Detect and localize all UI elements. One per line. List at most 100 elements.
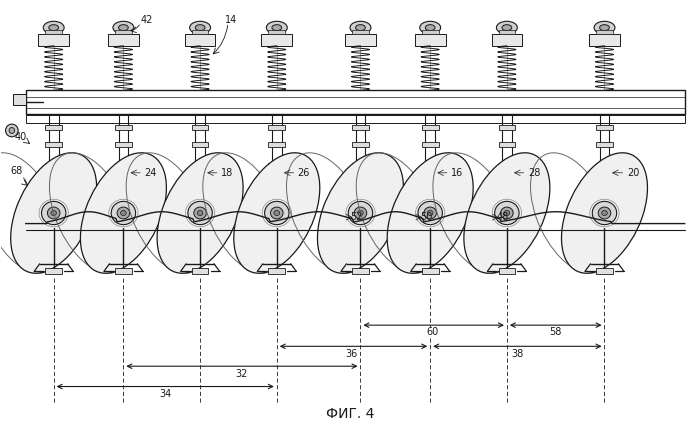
Bar — [352, 142, 369, 147]
Ellipse shape — [113, 21, 134, 34]
Text: ФИГ. 4: ФИГ. 4 — [326, 407, 374, 421]
Text: 28: 28 — [528, 168, 540, 178]
Ellipse shape — [495, 201, 519, 225]
Ellipse shape — [356, 25, 365, 31]
Ellipse shape — [41, 201, 66, 225]
Text: 48: 48 — [496, 212, 509, 222]
Ellipse shape — [6, 124, 18, 137]
Text: 32: 32 — [236, 369, 248, 379]
Text: 14: 14 — [225, 15, 237, 26]
Ellipse shape — [387, 153, 473, 273]
Bar — [352, 268, 369, 273]
Bar — [268, 125, 285, 130]
Bar — [192, 142, 209, 147]
Ellipse shape — [272, 25, 281, 31]
Ellipse shape — [234, 153, 320, 273]
Bar — [491, 34, 522, 46]
Text: 42: 42 — [141, 15, 153, 26]
Bar — [26, 115, 685, 123]
Ellipse shape — [602, 210, 608, 216]
Text: 26: 26 — [298, 168, 310, 178]
Bar — [498, 30, 515, 34]
Ellipse shape — [197, 210, 203, 216]
Bar — [26, 90, 685, 114]
Bar — [422, 164, 438, 169]
Bar — [422, 142, 438, 147]
Text: 36: 36 — [345, 348, 358, 359]
Bar — [352, 30, 369, 34]
Ellipse shape — [9, 127, 15, 133]
Bar — [108, 34, 139, 46]
Ellipse shape — [496, 21, 517, 34]
Bar — [268, 164, 285, 169]
Ellipse shape — [117, 207, 130, 219]
Ellipse shape — [188, 201, 212, 225]
Bar — [498, 125, 515, 130]
Ellipse shape — [120, 210, 126, 216]
Bar — [596, 164, 613, 169]
Text: 18: 18 — [221, 168, 233, 178]
Bar — [352, 164, 369, 169]
Ellipse shape — [270, 207, 283, 219]
Bar — [589, 34, 620, 46]
Bar — [415, 34, 445, 46]
Text: 38: 38 — [511, 348, 524, 359]
Text: 60: 60 — [426, 327, 438, 337]
Bar — [192, 125, 209, 130]
Bar — [46, 30, 62, 34]
Bar — [596, 142, 613, 147]
Ellipse shape — [266, 21, 287, 34]
Bar — [192, 268, 209, 273]
Text: 58: 58 — [550, 327, 562, 337]
Ellipse shape — [48, 207, 60, 219]
Bar — [115, 30, 132, 34]
Ellipse shape — [600, 25, 610, 31]
Bar — [192, 30, 209, 34]
Ellipse shape — [426, 25, 435, 31]
Text: 50: 50 — [420, 212, 432, 222]
Bar — [46, 164, 62, 169]
Bar — [115, 142, 132, 147]
Text: 40: 40 — [15, 132, 27, 142]
Ellipse shape — [358, 210, 363, 216]
Bar — [345, 34, 376, 46]
Ellipse shape — [592, 201, 617, 225]
Ellipse shape — [190, 21, 211, 34]
Ellipse shape — [80, 153, 167, 273]
Ellipse shape — [274, 210, 279, 216]
Ellipse shape — [418, 201, 442, 225]
Bar — [268, 142, 285, 147]
Ellipse shape — [43, 21, 64, 34]
Bar — [498, 142, 515, 147]
Bar — [498, 268, 515, 273]
Ellipse shape — [51, 210, 57, 216]
Ellipse shape — [49, 25, 59, 31]
Bar — [498, 164, 515, 169]
Ellipse shape — [350, 21, 371, 34]
Ellipse shape — [10, 153, 97, 273]
Ellipse shape — [428, 210, 433, 216]
Text: 24: 24 — [144, 168, 157, 178]
Ellipse shape — [194, 207, 206, 219]
Bar — [422, 268, 438, 273]
Bar — [115, 164, 132, 169]
Ellipse shape — [349, 201, 372, 225]
Ellipse shape — [594, 21, 615, 34]
Text: 52: 52 — [350, 212, 363, 222]
Bar — [268, 30, 285, 34]
Bar — [596, 125, 613, 130]
Ellipse shape — [111, 201, 136, 225]
Ellipse shape — [504, 210, 510, 216]
Bar — [46, 268, 62, 273]
Bar — [46, 125, 62, 130]
Bar — [422, 30, 438, 34]
Bar — [422, 125, 438, 130]
Text: 16: 16 — [451, 168, 463, 178]
Bar — [13, 94, 26, 105]
Ellipse shape — [500, 207, 513, 219]
Ellipse shape — [420, 21, 440, 34]
Bar — [38, 34, 69, 46]
Bar — [352, 125, 369, 130]
Bar — [596, 268, 613, 273]
Text: 20: 20 — [626, 168, 639, 178]
